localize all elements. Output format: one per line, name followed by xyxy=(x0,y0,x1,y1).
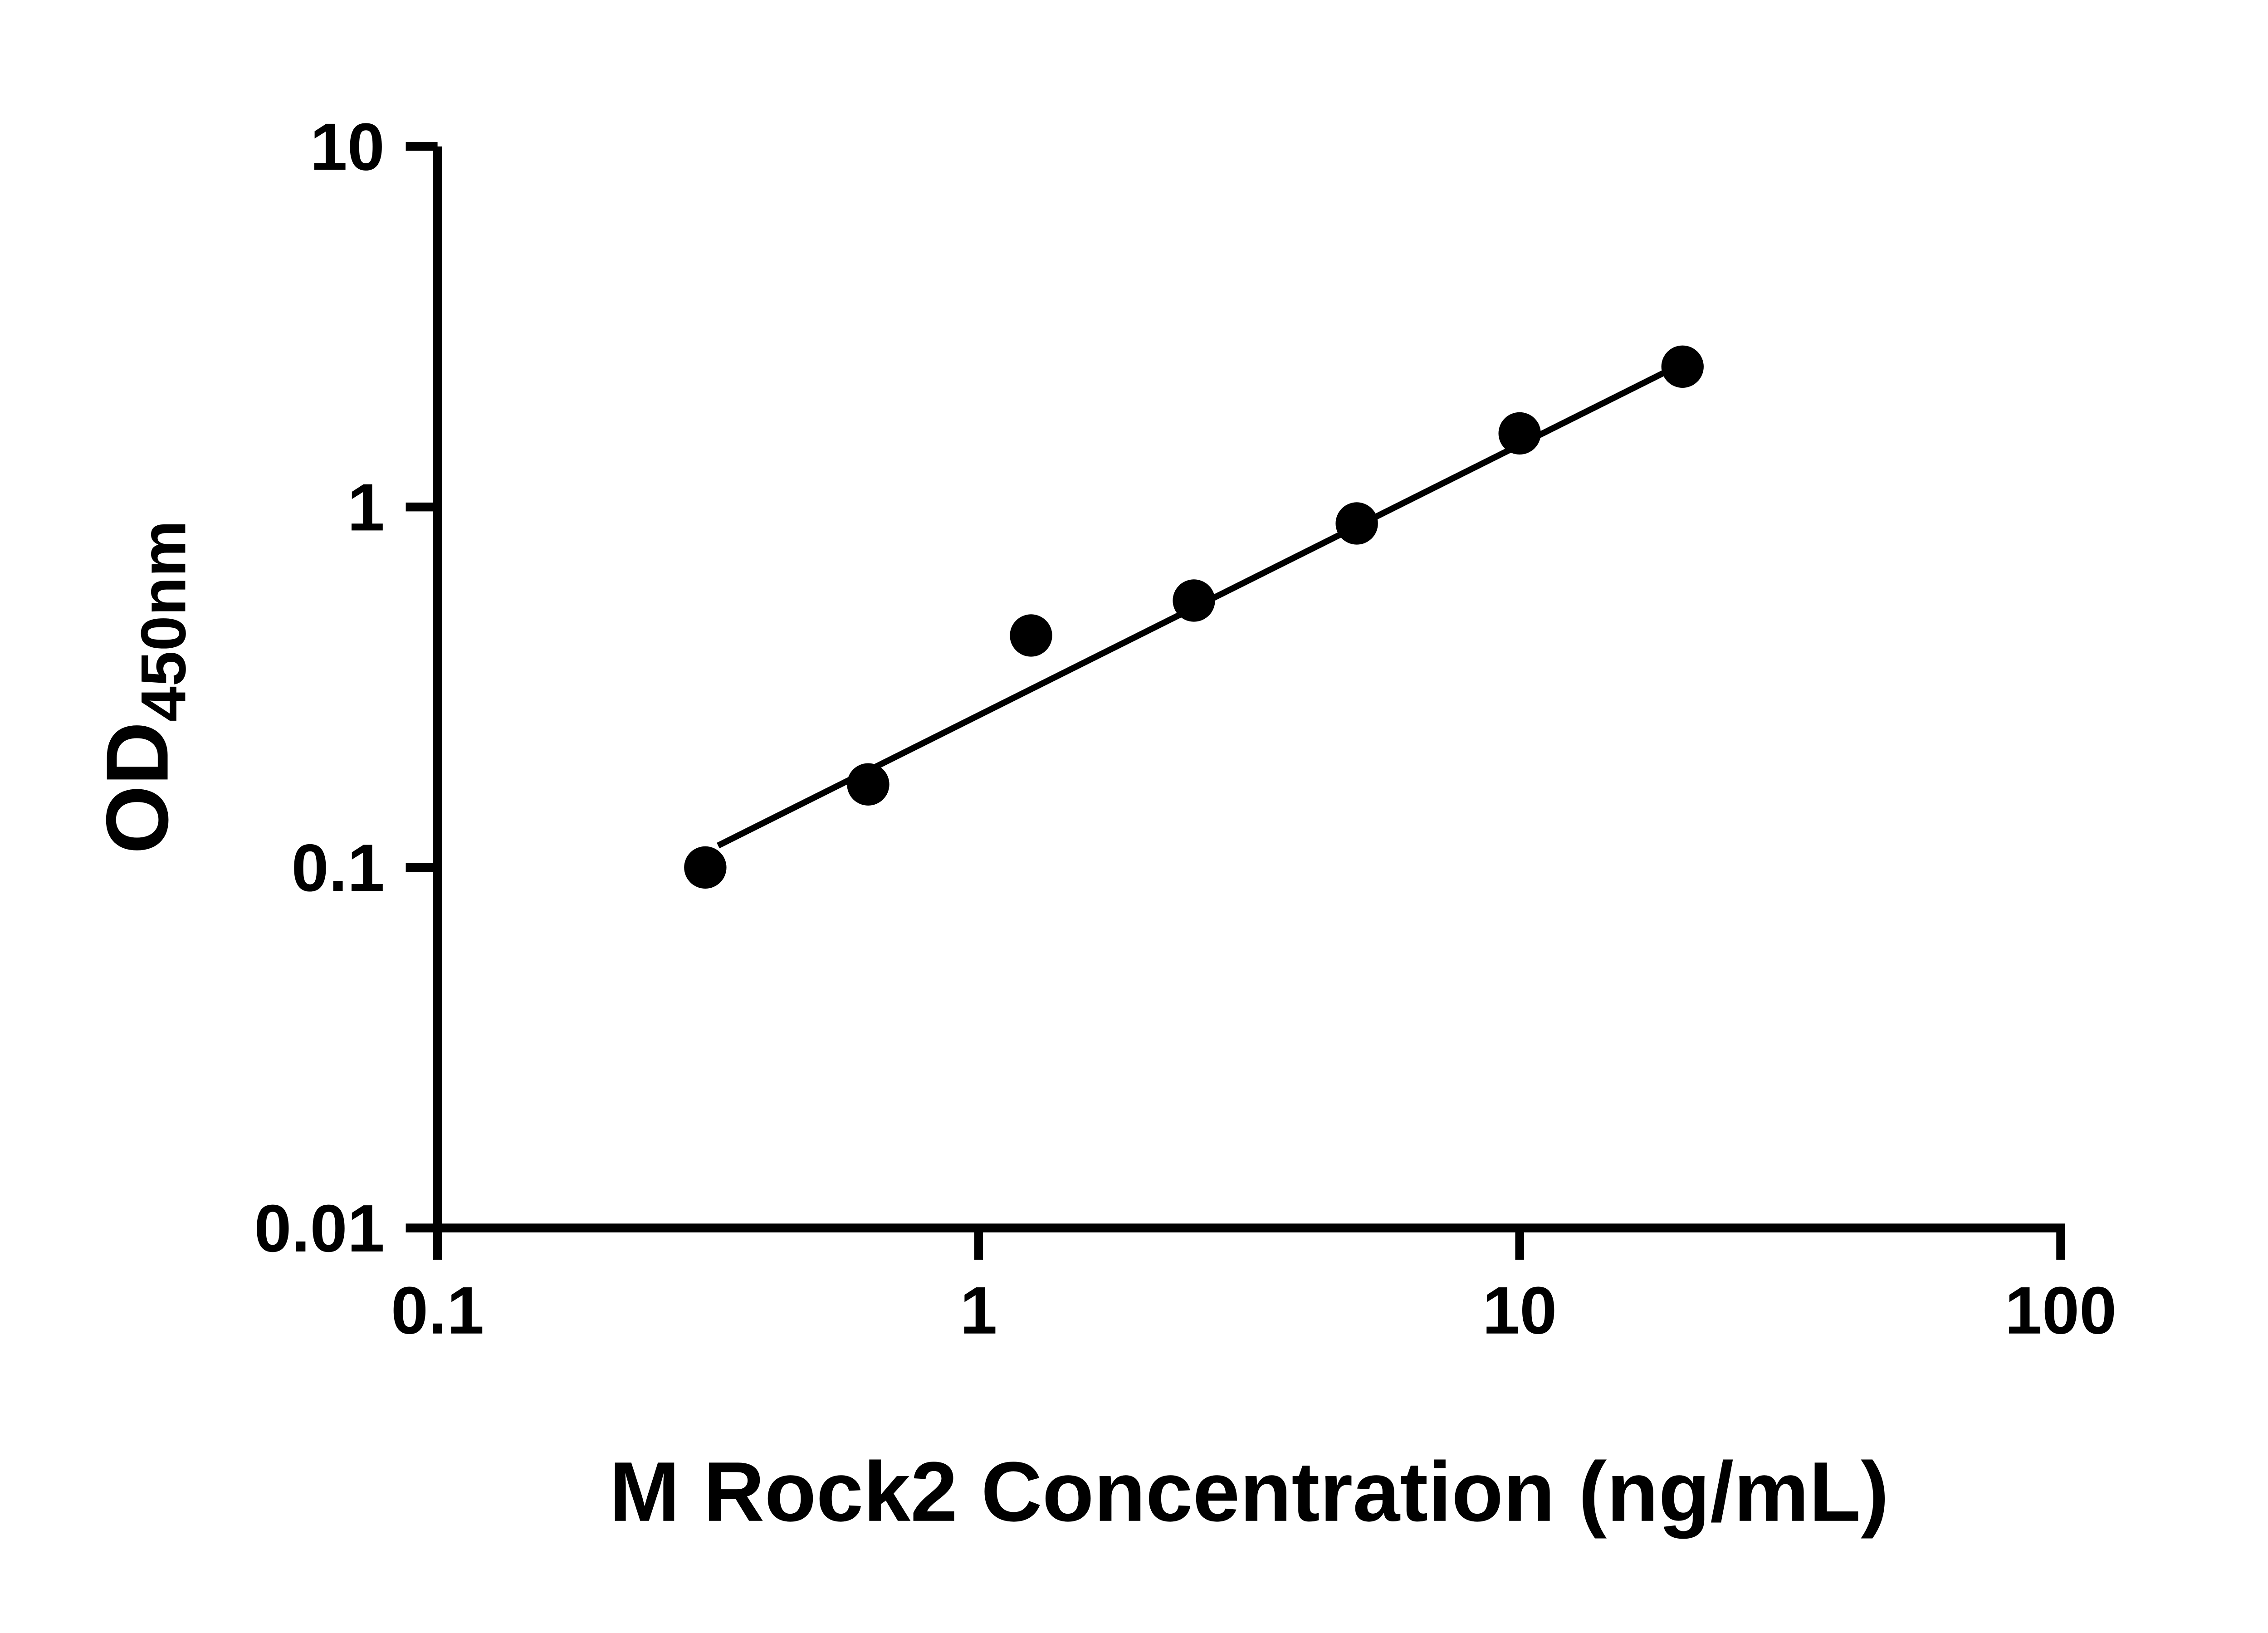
elisa-standard-curve-figure: 0.01 0.1 1 10 0.1 1 10 100 M Rock2 Concentration… xyxy=(88,109,2117,1539)
y-axis-title-main: OD xyxy=(88,722,187,854)
data-point xyxy=(1661,345,1704,388)
x-tick-label: 10 xyxy=(1482,1273,1557,1348)
x-axis-title: M Rock2 Concentration (ng/mL) xyxy=(609,1444,1889,1539)
data-point xyxy=(1010,614,1052,657)
data-point xyxy=(1498,412,1541,455)
y-tick-label: 0.01 xyxy=(254,1191,385,1266)
x-tick-label: 100 xyxy=(2005,1273,2117,1348)
y-tick-label: 0.1 xyxy=(291,831,384,905)
x-tick-label: 0.1 xyxy=(391,1273,484,1348)
y-tick-label: 10 xyxy=(310,110,385,185)
y-tick-label: 1 xyxy=(347,470,385,545)
y-axis-title: OD450nm xyxy=(88,520,199,854)
data-point xyxy=(684,846,727,889)
x-tick-label: 1 xyxy=(960,1273,997,1348)
y-axis-title-subscript: 450nm xyxy=(127,520,199,722)
data-point xyxy=(1335,502,1378,545)
data-point xyxy=(847,763,890,806)
data-point xyxy=(1173,579,1215,622)
